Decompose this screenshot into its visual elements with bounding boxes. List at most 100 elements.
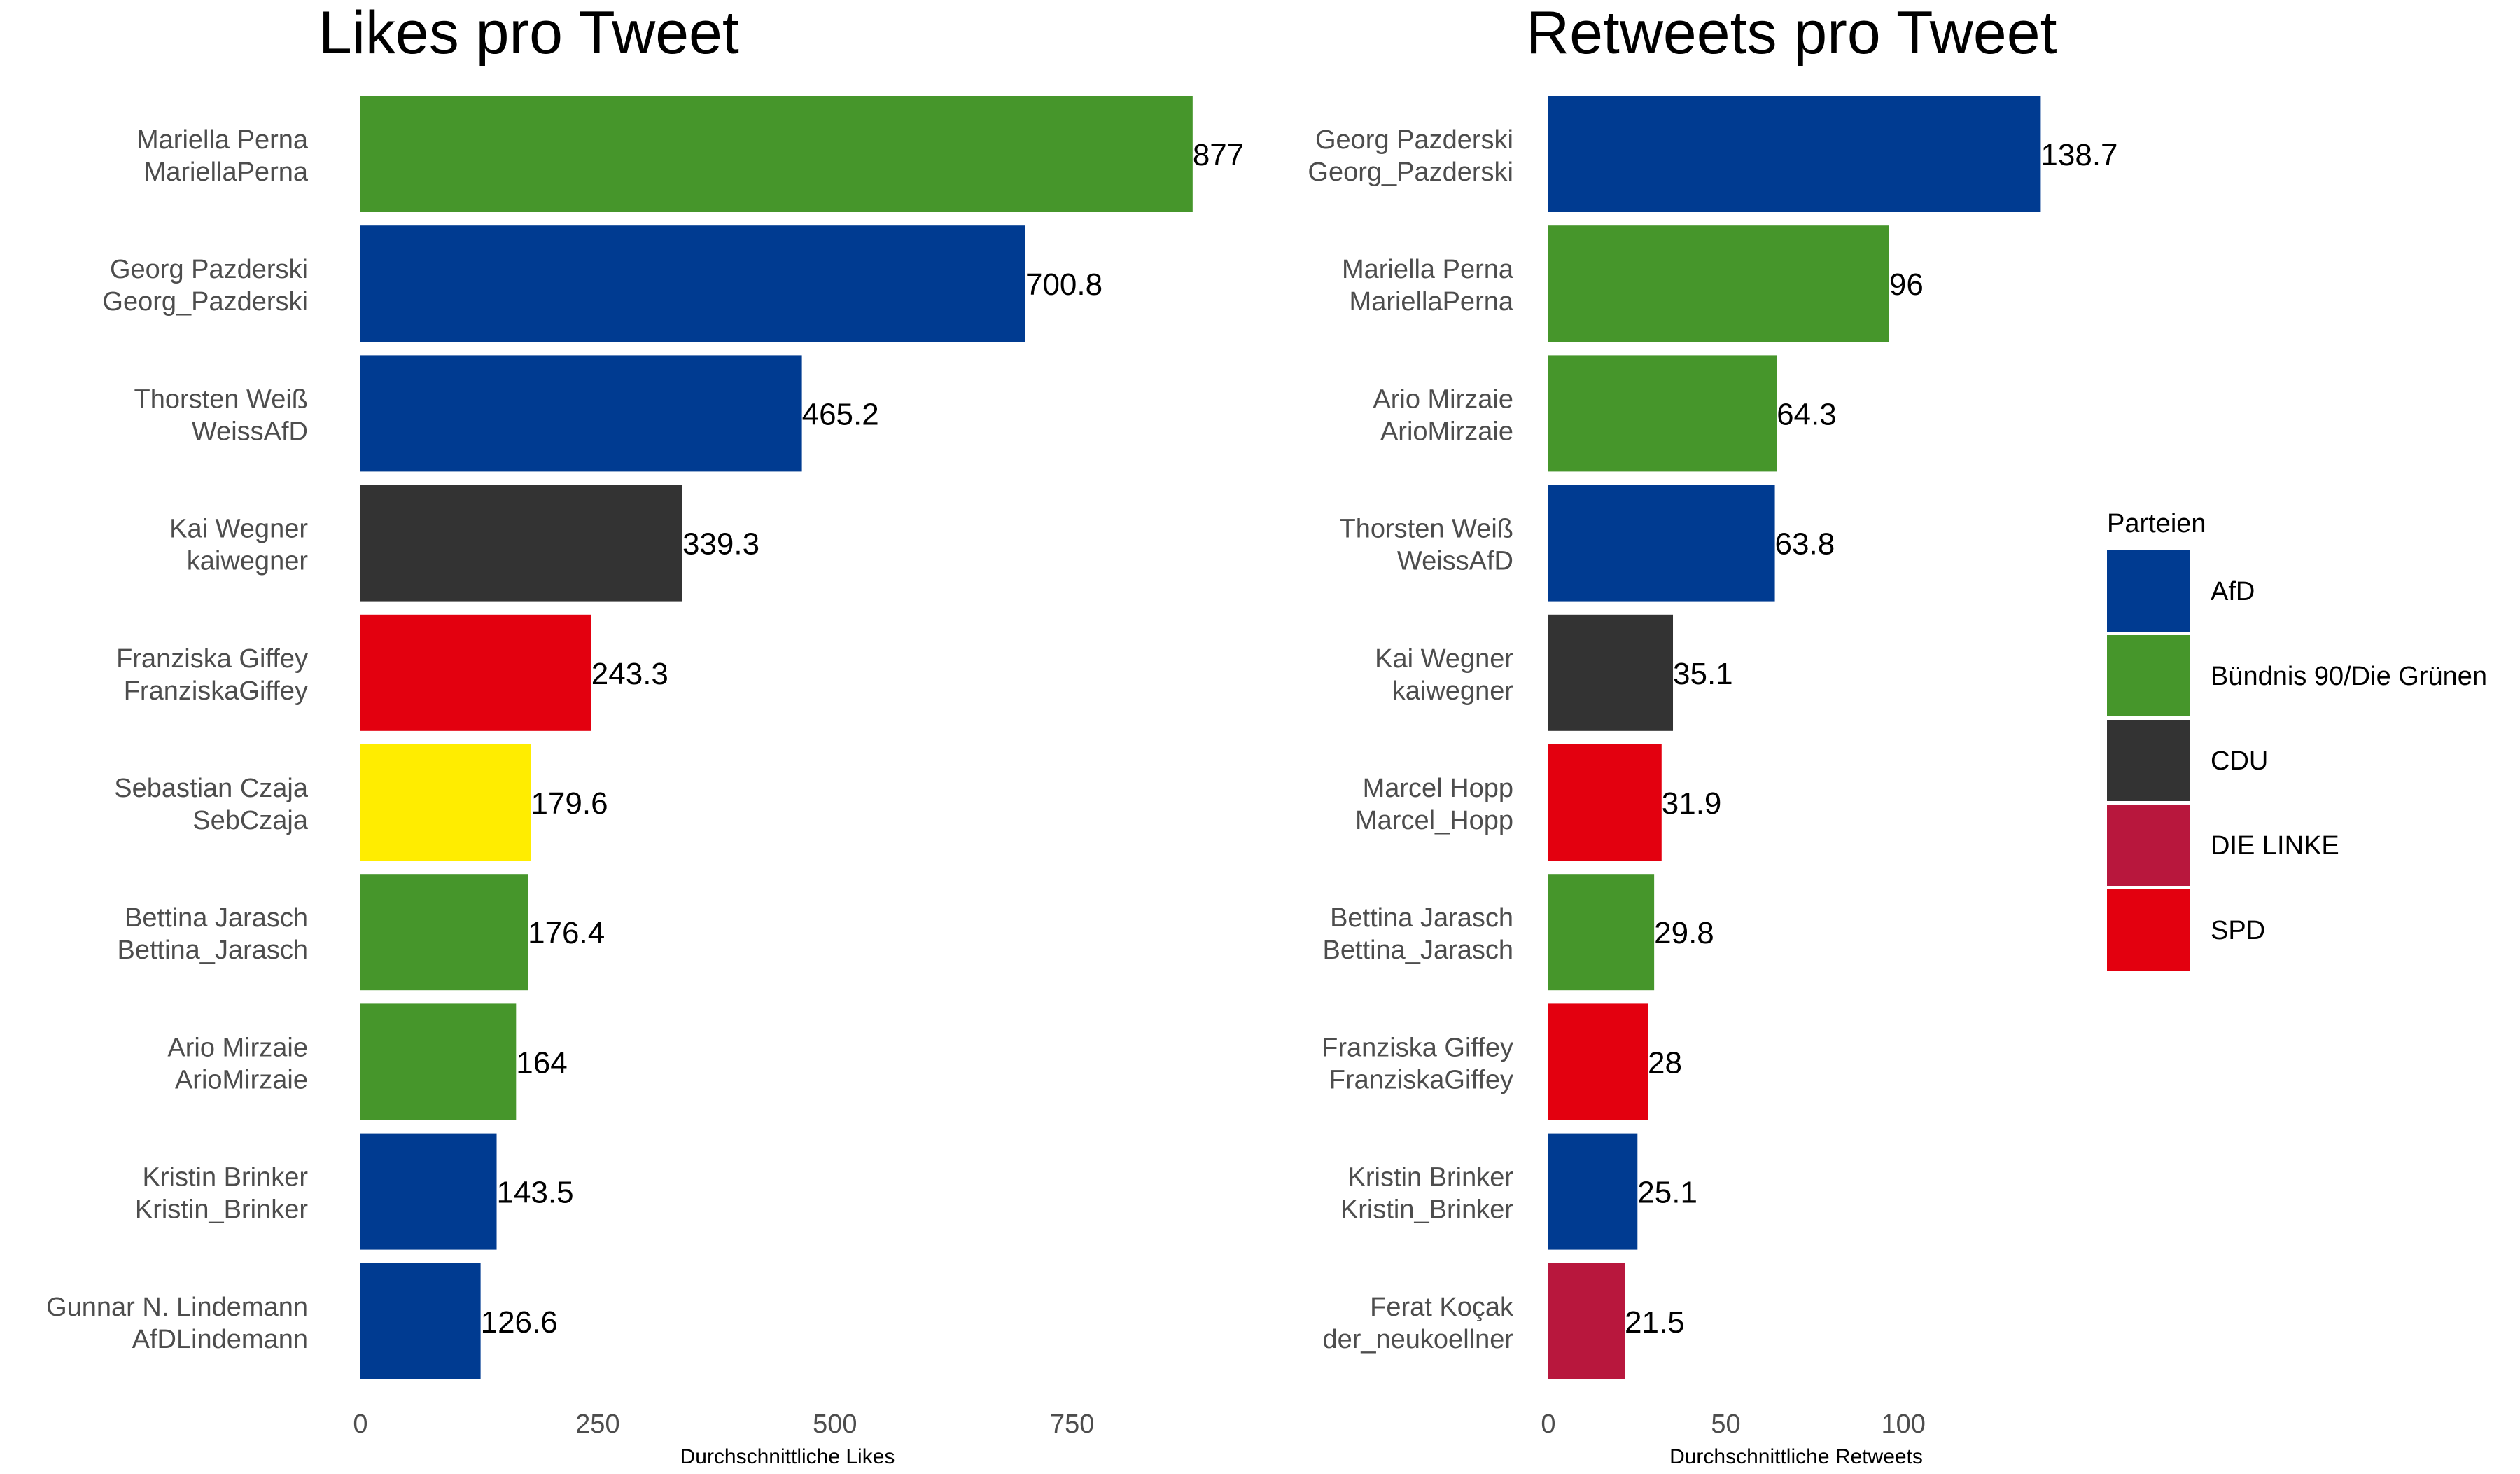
retweets-bars: Georg Pazderski Georg_Pazderski 138.7 Marie… xyxy=(1308,96,2118,1439)
likes-data-label: 339.3 xyxy=(682,527,760,562)
retweets-data-label: 31.9 xyxy=(1662,786,1722,821)
retweets-category-handle: kaiwegner xyxy=(1392,676,1514,706)
retweets-data-label: 25.1 xyxy=(1637,1176,1698,1210)
retweets-category-handle: Marcel_Hopp xyxy=(1355,806,1513,835)
retweets-category-name: Ferat Koçak xyxy=(1370,1293,1514,1322)
likes-category-name: Ario Mirzaie xyxy=(167,1033,308,1062)
likes-category-handle: Bettina_Jarasch xyxy=(118,936,309,965)
legend-key xyxy=(2107,635,2190,716)
retweets-data-label: 96 xyxy=(1889,267,1924,302)
retweets-data-label: 138.7 xyxy=(2040,138,2118,172)
likes-bar xyxy=(360,874,528,991)
retweets-category-handle: ArioMirzaie xyxy=(1380,417,1513,446)
likes-bar xyxy=(360,1263,481,1379)
retweets-data-label: 64.3 xyxy=(1777,397,1837,431)
likes-data-label: 176.4 xyxy=(528,916,605,950)
retweets-category-name: Thorsten Weiß xyxy=(1340,515,1513,544)
retweets-bar xyxy=(1548,225,1889,342)
legend-entry-label: SPD xyxy=(2211,916,2265,945)
likes-category-name: Gunnar N. Lindemann xyxy=(46,1293,308,1322)
legend: Parteien AfD Bündnis 90/Die Grünen CDU DIE … xyxy=(2107,509,2487,971)
likes-bar xyxy=(360,225,1026,342)
retweets-x-axis-label: Durchschnittliche Retweets xyxy=(1670,1445,1923,1468)
legend-entry-label: AfD xyxy=(2211,577,2255,606)
retweets-category-name: Ario Mirzaie xyxy=(1373,384,1513,414)
retweets-category-handle: MariellaPerna xyxy=(1350,287,1514,317)
retweets-category-handle: FranziskaGiffey xyxy=(1329,1065,1513,1094)
legend-entry-label: DIE LINKE xyxy=(2211,831,2339,861)
likes-category-name: Sebastian Czaja xyxy=(114,774,309,803)
retweets-bar xyxy=(1548,1263,1625,1379)
retweets-category-handle: Kristin_Brinker xyxy=(1340,1195,1513,1225)
likes-x-tick-label: 750 xyxy=(1050,1410,1094,1439)
legend-entry-label: Bündnis 90/Die Grünen xyxy=(2211,662,2487,691)
legend-key xyxy=(2107,720,2190,801)
legend-key xyxy=(2107,550,2190,632)
retweets-category-name: Marcel Hopp xyxy=(1363,774,1513,803)
likes-x-tick-label: 500 xyxy=(813,1410,857,1439)
likes-bar xyxy=(360,1003,517,1120)
likes-category-handle: AfDLindemann xyxy=(132,1325,308,1354)
retweets-bar xyxy=(1548,96,2041,212)
retweets-category-handle: Bettina_Jarasch xyxy=(1323,936,1514,965)
likes-category-name: Bettina Jarasch xyxy=(125,903,308,933)
retweets-data-label: 29.8 xyxy=(1654,916,1714,950)
retweets-category-name: Mariella Perna xyxy=(1342,255,1514,284)
likes-bar xyxy=(360,744,531,861)
likes-bar xyxy=(360,614,592,731)
likes-bar xyxy=(360,485,682,602)
likes-x-tick-label: 250 xyxy=(575,1410,620,1439)
retweets-category-name: Kristin Brinker xyxy=(1348,1163,1514,1193)
retweets-category-name: Kai Wegner xyxy=(1375,644,1513,674)
legend-key xyxy=(2107,805,2190,886)
likes-x-axis-label: Durchschnittliche Likes xyxy=(680,1445,895,1468)
likes-data-label: 243.3 xyxy=(592,657,668,691)
retweets-category-handle: Georg_Pazderski xyxy=(1308,158,1513,187)
retweets-bar xyxy=(1548,1003,1648,1120)
likes-panel: Likes pro Tweet Mariella Perna MariellaPe… xyxy=(46,0,1244,1468)
retweets-bar xyxy=(1548,1133,1638,1250)
likes-data-label: 126.6 xyxy=(481,1305,558,1340)
likes-category-handle: MariellaPerna xyxy=(144,158,309,187)
likes-bars: Mariella Perna MariellaPerna 877 Georg Pazd… xyxy=(46,96,1244,1439)
legend-items: AfD Bündnis 90/Die Grünen CDU DIE LINKE SPD xyxy=(2107,550,2487,971)
retweets-category-handle: der_neukoellner xyxy=(1322,1325,1513,1354)
legend-entry-label: CDU xyxy=(2211,746,2268,776)
retweets-panel: Retweets pro Tweet Georg Pazderski Georg_… xyxy=(1308,0,2118,1468)
likes-bar xyxy=(360,355,802,472)
likes-category-name: Mariella Perna xyxy=(136,125,309,155)
likes-category-name: Georg Pazderski xyxy=(110,255,308,284)
retweets-x-tick-label: 50 xyxy=(1711,1410,1740,1439)
retweets-bar xyxy=(1548,485,1775,602)
likes-data-label: 143.5 xyxy=(497,1176,574,1210)
likes-category-name: Thorsten Weiß xyxy=(134,384,308,414)
retweets-bar xyxy=(1548,874,1655,991)
retweets-category-name: Franziska Giffey xyxy=(1322,1033,1513,1062)
likes-chart-title: Likes pro Tweet xyxy=(318,0,739,67)
likes-data-label: 465.2 xyxy=(802,397,879,431)
retweets-data-label: 28 xyxy=(1648,1045,1682,1080)
likes-data-label: 877 xyxy=(1193,138,1244,172)
likes-bar xyxy=(360,1133,497,1250)
retweets-category-name: Bettina Jarasch xyxy=(1330,903,1513,933)
retweets-data-label: 63.8 xyxy=(1775,527,1835,562)
retweets-data-label: 35.1 xyxy=(1673,657,1733,691)
retweets-data-label: 21.5 xyxy=(1625,1305,1685,1340)
retweets-x-tick-label: 100 xyxy=(1881,1410,1925,1439)
likes-category-name: Kai Wegner xyxy=(169,515,308,544)
likes-category-handle: WeissAfD xyxy=(192,417,308,446)
likes-bar xyxy=(360,96,1193,212)
retweets-category-name: Georg Pazderski xyxy=(1315,125,1513,155)
likes-category-handle: Kristin_Brinker xyxy=(135,1195,308,1225)
likes-data-label: 164 xyxy=(516,1045,567,1080)
likes-data-label: 179.6 xyxy=(531,786,608,821)
likes-data-label: 700.8 xyxy=(1026,267,1102,302)
retweets-bar xyxy=(1548,355,1777,472)
likes-category-handle: SebCzaja xyxy=(192,806,309,835)
likes-x-tick-label: 0 xyxy=(353,1410,368,1439)
legend-key xyxy=(2107,889,2190,971)
retweets-category-handle: WeissAfD xyxy=(1397,547,1513,576)
likes-category-handle: FranziskaGiffey xyxy=(124,676,308,706)
